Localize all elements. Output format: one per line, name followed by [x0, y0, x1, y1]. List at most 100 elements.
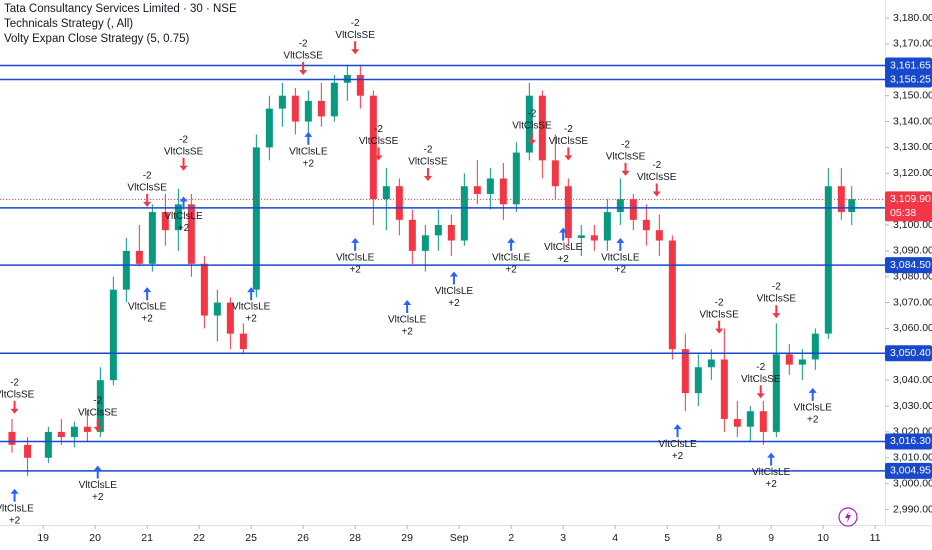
- candle-body: [564, 186, 572, 238]
- x-tick-label: 10: [817, 532, 829, 544]
- short-arrow: [10, 400, 19, 414]
- price-line-tag: [885, 433, 932, 450]
- candle-body: [395, 186, 403, 220]
- x-tick-label: 22: [193, 532, 205, 544]
- x-tick-label: 20: [89, 532, 101, 544]
- candle-body: [8, 431, 16, 445]
- long-arrow: [10, 488, 19, 502]
- signal-label: VltClsSE: [359, 136, 399, 147]
- y-tick-label: 3,010.00: [893, 452, 932, 464]
- candle-body: [512, 152, 520, 205]
- x-tick-label: 19: [37, 532, 49, 544]
- signal-label: VltClsLE: [658, 439, 697, 450]
- price-line-tag: [885, 257, 932, 274]
- candle-body: [252, 147, 260, 290]
- x-tick-label: 5: [664, 532, 670, 544]
- price-line-label: 3,016.30: [890, 435, 931, 447]
- countdown: 05:38: [890, 207, 916, 219]
- candle-body: [213, 302, 221, 316]
- short-arrow: [652, 183, 661, 197]
- candle-body: [785, 354, 793, 365]
- long-arrow: [304, 131, 313, 145]
- candle-body: [174, 204, 182, 231]
- candle-body: [434, 225, 442, 236]
- candle-body: [707, 359, 715, 368]
- short-arrow: [564, 147, 573, 161]
- short-arrow: [93, 418, 102, 432]
- lightning-icon[interactable]: [838, 507, 858, 527]
- candle-body: [70, 426, 78, 438]
- price-line-tag: [885, 57, 932, 74]
- candle-body: [772, 354, 780, 432]
- signal-label: VltClsLE: [289, 147, 328, 158]
- signal-qty: +2: [615, 265, 627, 276]
- signal-qty: -2: [299, 39, 308, 50]
- candle-body: [694, 367, 702, 394]
- signal-label: VltClsLE: [336, 253, 375, 264]
- x-tick-label: 9: [768, 532, 774, 544]
- signal-label: VltClsSE: [549, 136, 589, 147]
- candle-body: [421, 235, 429, 251]
- y-tick-label: 3,070.00: [893, 296, 932, 308]
- signal-label: VltClsLE: [232, 302, 271, 313]
- signal-qty: +2: [9, 515, 21, 526]
- signal-qty: -2: [179, 134, 188, 145]
- signal-label: VltClsLE: [164, 211, 203, 222]
- signal-qty: -2: [93, 396, 102, 407]
- signal-qty: -2: [527, 108, 536, 119]
- x-tick-label: 2: [508, 532, 514, 544]
- candle-body: [668, 240, 676, 350]
- y-tick-label: 3,040.00: [893, 374, 932, 386]
- signal-qty: -2: [772, 282, 781, 293]
- signal-label: VltClsLE: [435, 286, 474, 297]
- signal-qty: +2: [401, 327, 413, 338]
- candle-body: [96, 380, 104, 432]
- short-arrow: [299, 62, 308, 75]
- y-tick-label: 2,990.00: [893, 503, 932, 515]
- signal-qty: +2: [245, 314, 257, 325]
- candle-body: [317, 100, 325, 117]
- signal-label: VltClsLE: [794, 403, 833, 414]
- y-tick-label: 3,080.00: [893, 271, 932, 283]
- y-tick-label: 3,140.00: [893, 115, 932, 127]
- candle-body: [848, 199, 856, 213]
- long-arrow: [179, 196, 188, 210]
- candle-body: [57, 431, 65, 438]
- y-tick-label: 3,180.00: [893, 12, 932, 24]
- long-arrow: [247, 287, 256, 301]
- candle-body: [525, 95, 533, 153]
- candle-body: [44, 431, 52, 458]
- y-tick-label: 3,170.00: [893, 38, 932, 50]
- long-arrow: [559, 227, 568, 241]
- signal-label: VltClsLE: [492, 253, 531, 264]
- long-arrow: [673, 424, 682, 438]
- candle-body: [356, 75, 364, 96]
- signal-label: VltClsLE: [79, 480, 118, 491]
- candle-body: [473, 186, 481, 194]
- signal-qty: +2: [92, 492, 104, 503]
- signal-label: VltClsLE: [544, 242, 583, 253]
- candle-body: [83, 426, 91, 432]
- long-arrow: [767, 452, 776, 466]
- candle-body: [538, 95, 546, 161]
- y-tick-label: 3,060.00: [893, 322, 932, 334]
- signal-qty: -2: [756, 362, 765, 373]
- short-arrow: [179, 157, 188, 171]
- x-tick-label: 4: [612, 532, 618, 544]
- signal-qty: -2: [564, 124, 573, 135]
- short-arrow: [621, 162, 630, 176]
- title-line: Technicals Strategy (, All): [4, 18, 133, 30]
- signal-label: VltClsSE: [0, 389, 35, 400]
- signal-label: VltClsLE: [752, 467, 791, 478]
- short-arrow: [143, 193, 152, 207]
- signal-qty: -2: [143, 171, 152, 182]
- signal-qty: +2: [672, 451, 684, 462]
- candle-body: [460, 186, 468, 241]
- signal-label: VltClsLE: [0, 503, 34, 514]
- candle-body: [148, 212, 156, 264]
- signal-label: VltClsSE: [699, 309, 739, 320]
- candle-body: [655, 230, 663, 241]
- x-tick-label: 8: [716, 532, 722, 544]
